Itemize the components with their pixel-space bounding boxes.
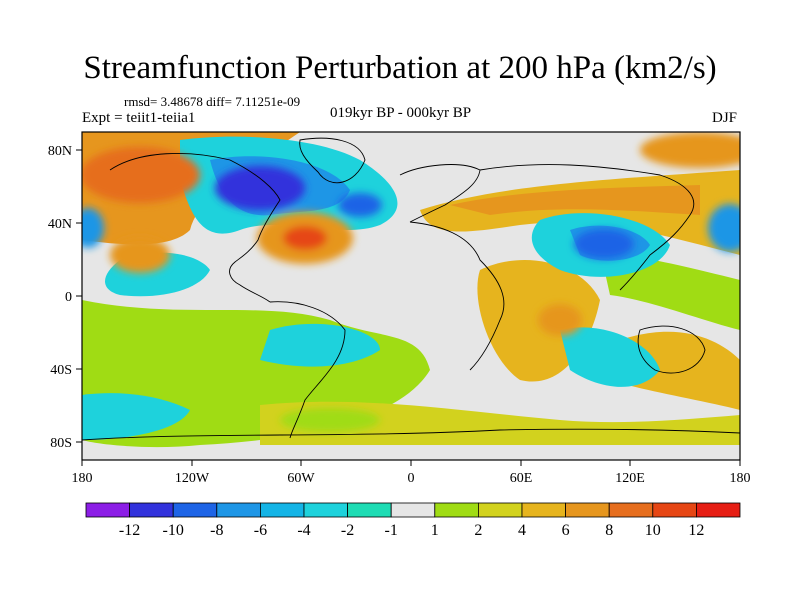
colorbar-swatch xyxy=(303,502,348,518)
lon-tick-label-180w: 180 xyxy=(72,471,93,486)
colorbar-label: -4 xyxy=(297,522,310,539)
colorbar-label: 2 xyxy=(474,522,482,539)
high-center-southern-band xyxy=(280,408,380,432)
colorbar-swatch xyxy=(565,502,610,518)
contour-band-neg-southwest xyxy=(260,323,380,367)
high-center-west-pacific xyxy=(110,237,170,273)
colorbar-label: 10 xyxy=(645,522,661,539)
lat-axis: 80N 40N 0 40S 80S xyxy=(48,144,82,451)
lat-tick-label-0: 0 xyxy=(65,290,72,305)
colorbar-swatch xyxy=(259,502,305,518)
lat-tick-label-80s: 80S xyxy=(50,436,72,451)
lon-tick-label-60e: 60E xyxy=(510,471,533,486)
colorbar-swatch xyxy=(652,502,697,518)
lon-tick-label-60w: 60W xyxy=(287,471,315,486)
lat-tick-label-80n: 80N xyxy=(48,144,72,159)
colorbar-swatch xyxy=(347,502,392,518)
colorbar xyxy=(85,502,741,518)
colorbar-swatch xyxy=(521,502,566,518)
colorbar-label: -6 xyxy=(254,522,267,539)
low-center-north-america xyxy=(215,166,305,210)
high-center-arctic-east xyxy=(640,132,740,168)
lon-tick-label-0: 0 xyxy=(408,471,415,486)
low-center-china xyxy=(574,229,634,259)
coastline-australia xyxy=(637,325,706,374)
colorbar-label: -8 xyxy=(210,522,223,539)
colorbar-label: 6 xyxy=(562,522,570,539)
colorbar-label: -10 xyxy=(163,522,184,539)
lon-axis: 180 120W 60W 0 60E 120E 180 xyxy=(72,460,751,486)
coastline-africa xyxy=(409,221,505,371)
coastline-north-america xyxy=(109,152,281,303)
colorbar-label: 8 xyxy=(605,522,613,539)
colorbar-swatch xyxy=(216,502,261,518)
colorbar-label: 1 xyxy=(431,522,439,539)
lon-tick-label-180e: 180 xyxy=(730,471,751,486)
colorbar-swatch xyxy=(85,502,130,518)
coastline-greenland xyxy=(299,137,366,184)
high-center-atlantic-core xyxy=(283,226,327,250)
high-center-pacific xyxy=(82,147,200,203)
experiment-label: Expt = teiit1-teiia1 xyxy=(82,110,196,126)
colorbar-labels: -12 -10 -8 -6 -4 -2 -1 1 2 4 6 8 10 12 xyxy=(119,522,704,539)
colorbar-swatch xyxy=(129,502,174,518)
colorbar-swatch xyxy=(390,502,436,518)
coastline-antarctica xyxy=(82,428,740,441)
low-center-dateline xyxy=(708,204,740,252)
colorbar-label: -1 xyxy=(385,522,398,539)
coastline-asia xyxy=(479,164,695,291)
chart-title: Streamfunction Perturbation at 200 hPa (… xyxy=(83,50,717,86)
stats-text: rmsd= 3.48678 diff= 7.11251e-09 xyxy=(124,94,301,109)
low-center-east-pacific xyxy=(82,208,104,248)
colorbar-label: 4 xyxy=(518,522,526,539)
coastlines xyxy=(82,137,740,441)
colorbar-swatch xyxy=(477,502,523,518)
lon-tick-label-120e: 120E xyxy=(615,471,645,486)
colorbar-swatch xyxy=(172,502,218,518)
colorbar-swatch xyxy=(434,502,479,518)
low-center-north-atlantic xyxy=(338,193,382,217)
contour-field xyxy=(82,132,740,448)
season-label: DJF xyxy=(712,110,738,126)
lat-tick-label-40n: 40N xyxy=(48,217,72,232)
high-center-africa xyxy=(538,304,582,336)
contour-band-neg-indian xyxy=(560,327,660,387)
colorbar-swatch xyxy=(696,502,741,518)
period-label: 019kyr BP - 000kyr BP xyxy=(330,105,472,121)
lon-tick-label-120w: 120W xyxy=(175,471,210,486)
lat-tick-label-40s: 40S xyxy=(50,363,72,378)
coastline-south-america xyxy=(269,301,346,439)
contour-band-neg-south xyxy=(82,393,190,440)
colorbar-label: 12 xyxy=(688,522,704,539)
contour-band-pos-asia-core xyxy=(450,185,700,215)
colorbar-label: -12 xyxy=(119,522,140,539)
colorbar-swatch xyxy=(608,502,654,518)
coastline-europe xyxy=(399,164,481,223)
colorbar-label: -2 xyxy=(341,522,354,539)
